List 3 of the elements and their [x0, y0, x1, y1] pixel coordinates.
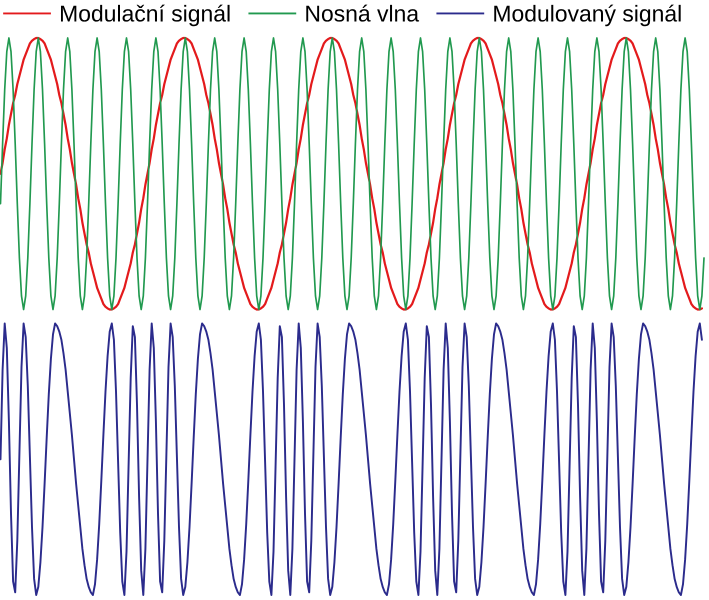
- legend-label: Modulovaný signál: [494, 4, 681, 26]
- legend-label: Nosná vlna: [306, 4, 420, 22]
- legend-label: Modulační signál: [61, 4, 230, 26]
